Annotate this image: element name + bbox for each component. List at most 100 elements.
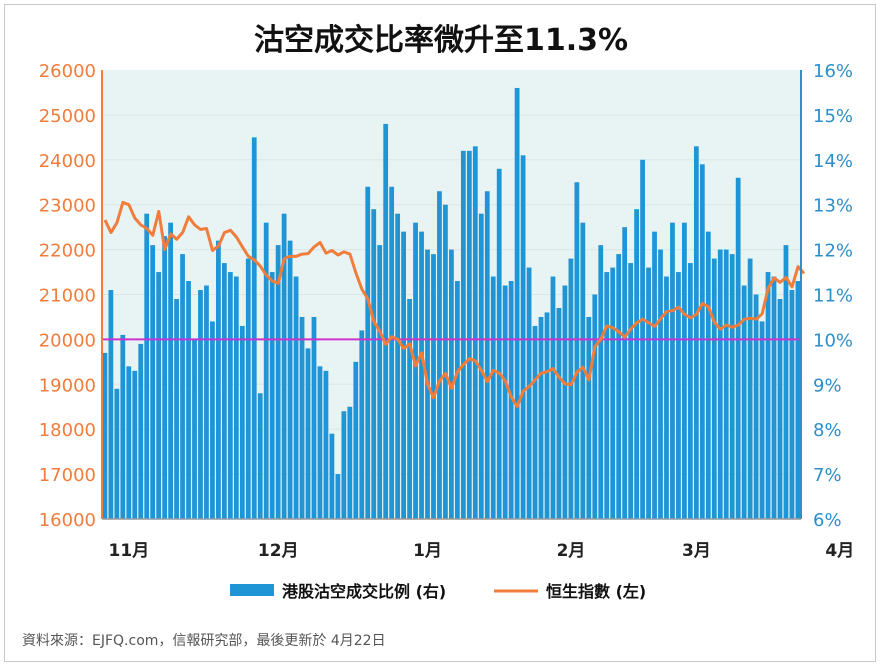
bar (216, 240, 221, 519)
right-tick-label: 12% (813, 241, 853, 262)
bar (383, 123, 389, 519)
bar (652, 231, 657, 519)
bar (574, 182, 580, 519)
chart-frame (4, 4, 876, 662)
bar (735, 177, 741, 519)
bar (227, 272, 233, 519)
bar (711, 258, 717, 519)
bar (144, 213, 150, 519)
x-tick-label: 1月 (413, 541, 442, 561)
bar (257, 393, 263, 519)
bar (777, 298, 783, 519)
bar (156, 272, 162, 519)
bar (281, 213, 287, 519)
bar (634, 209, 639, 519)
bar (556, 307, 562, 519)
bar (598, 245, 604, 520)
bar (210, 321, 215, 519)
bar (126, 366, 132, 519)
bar (693, 146, 699, 519)
right-tick-label: 9% (813, 375, 842, 396)
bar (532, 325, 538, 519)
left-tick-label: 20000 (39, 330, 96, 351)
bar (616, 254, 622, 519)
bar (347, 406, 353, 519)
left-tick-label: 17000 (39, 465, 96, 486)
bar (245, 258, 251, 519)
bar (395, 213, 401, 519)
right-tick-label: 8% (813, 420, 842, 441)
bar (299, 316, 305, 519)
bar (132, 370, 138, 519)
bar (496, 168, 502, 519)
bar (371, 209, 377, 519)
right-tick-label: 15% (813, 106, 853, 127)
bar (490, 276, 496, 519)
axes (101, 70, 802, 520)
bar (401, 231, 406, 519)
left-tick-label: 19000 (39, 375, 96, 396)
right-tick-label: 6% (813, 510, 842, 531)
bar (466, 150, 472, 519)
bar (335, 474, 341, 519)
bar (628, 263, 634, 519)
bar (317, 366, 323, 519)
bar (329, 433, 335, 519)
bar (676, 272, 681, 519)
bar (472, 146, 478, 519)
legend-bar-swatch (230, 584, 274, 596)
bar (114, 388, 120, 519)
bar (622, 227, 628, 519)
bar-series (102, 87, 801, 520)
bar (759, 321, 765, 519)
bar (682, 222, 687, 519)
bar (311, 316, 317, 519)
bar (717, 249, 723, 519)
bar (359, 330, 365, 519)
bar (526, 267, 532, 519)
bar (413, 222, 418, 519)
bar (287, 240, 293, 519)
bar (658, 249, 663, 519)
legend-line-label: 恒生指數 (左) (546, 582, 646, 601)
bar (646, 267, 651, 519)
left-tick-label: 16000 (39, 510, 96, 531)
bar (377, 245, 383, 520)
x-tick-label: 11月 (109, 541, 150, 561)
bar (502, 285, 508, 519)
bar (484, 191, 490, 520)
bar (305, 348, 311, 519)
bar (562, 285, 568, 519)
hsi-line-series (103, 200, 806, 409)
bar (520, 155, 526, 519)
bar (592, 294, 598, 519)
right-tick-label: 10% (813, 330, 853, 351)
bar (102, 352, 108, 519)
bar (664, 276, 669, 519)
bar (771, 276, 777, 519)
bar (443, 204, 448, 519)
bar (789, 290, 795, 519)
left-tick-label: 18000 (39, 420, 96, 441)
bar (460, 150, 466, 519)
bar (419, 231, 424, 519)
x-tick-label: 12月 (258, 541, 299, 561)
left-tick-label: 24000 (39, 151, 96, 172)
bar (431, 254, 436, 519)
bar (586, 316, 592, 519)
bar (538, 316, 544, 519)
left-tick-label: 23000 (39, 196, 96, 217)
right-axis-ticks: 6% 7% 8% 9% 10% 11% 12% 13% 14% 15% 16% (813, 61, 853, 531)
right-tick-label: 7% (813, 465, 842, 486)
bar (204, 285, 209, 519)
right-tick-label: 14% (813, 151, 853, 172)
bar (263, 222, 269, 519)
bar (604, 272, 610, 519)
left-axis-ticks: 16000 17000 18000 19000 20000 21000 22000 23000… (39, 61, 96, 531)
bar (365, 186, 371, 520)
bar (610, 267, 616, 519)
legend-bar-label: 港股沽空成交比例 (右) (282, 582, 446, 601)
bar (269, 272, 275, 519)
bar (514, 87, 520, 520)
